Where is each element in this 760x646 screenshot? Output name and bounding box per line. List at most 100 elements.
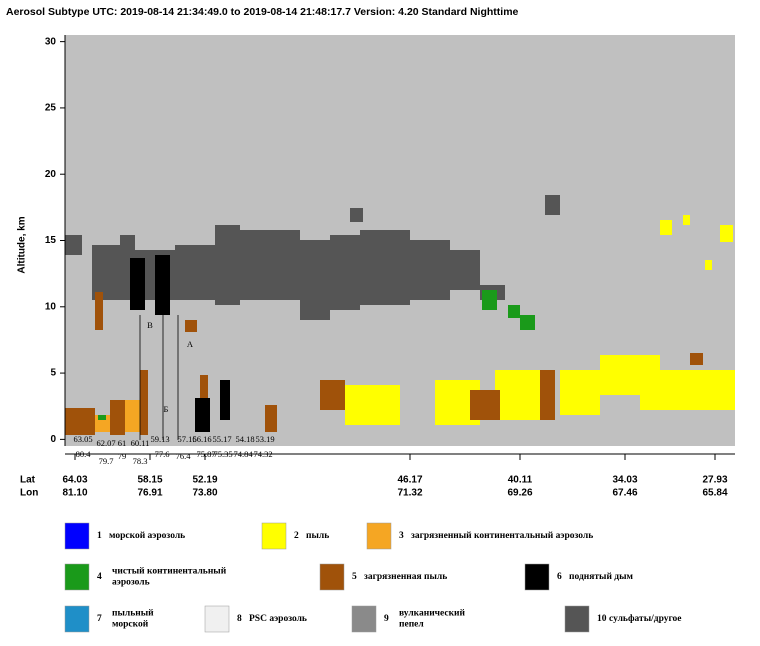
lon-label: 81.10	[62, 488, 87, 499]
legend-swatch	[320, 564, 344, 590]
legend-swatch	[367, 523, 391, 549]
lon-label: 65.84	[702, 488, 727, 499]
aerosol-layer	[300, 240, 330, 320]
aerosol-layer	[520, 315, 535, 330]
chart: Aerosol Subtype UTC: 2019-08-14 21:34:49…	[0, 0, 760, 641]
legend-swatch	[262, 523, 286, 549]
y-axis-label: Altitude, km	[17, 216, 28, 273]
aerosol-layer	[508, 305, 520, 318]
aerosol-layer	[92, 245, 120, 300]
annotation: 62.07	[96, 438, 115, 448]
header-title: Aerosol Subtype UTC: 2019-08-14 21:34:49…	[6, 6, 519, 18]
lat-label: 40.11	[508, 475, 533, 486]
legend-label: загрязненный континентальный аэрозоль	[411, 530, 593, 541]
aerosol-layer	[320, 380, 345, 410]
annotation: 63.05	[73, 434, 92, 444]
x-row-label: Lon	[20, 488, 38, 499]
legend-label: PSC аэрозоль	[249, 614, 307, 624]
legend-label: морской аэрозоль	[109, 530, 185, 541]
annotation: 76.4	[176, 451, 192, 461]
legend-swatch	[65, 564, 89, 590]
annotation: 77.6	[155, 449, 170, 459]
aerosol-layer	[350, 208, 363, 222]
lon-label: 73.80	[192, 488, 217, 499]
y-tick-label: 5	[50, 368, 56, 379]
legend-label: пепел	[399, 620, 424, 630]
legend-number: 3	[399, 531, 404, 541]
annotation: 59.13	[150, 434, 169, 444]
y-tick-label: 30	[45, 36, 57, 47]
lat-label: 52.19	[192, 475, 217, 486]
legend-swatch	[65, 606, 89, 632]
aerosol-layer	[560, 370, 600, 415]
annotation: 79.7	[99, 456, 114, 466]
legend-number: 7	[97, 614, 102, 624]
legend-swatch	[65, 523, 89, 549]
annotation: 80.4	[76, 449, 92, 459]
aerosol-layer	[683, 215, 690, 225]
aerosol-layer	[482, 290, 497, 310]
aerosol-layer	[125, 400, 140, 432]
legend-number: 5	[352, 572, 357, 582]
aerosol-layer	[98, 415, 106, 420]
aerosol-layer	[450, 250, 480, 290]
y-tick-label: 20	[45, 169, 57, 180]
lon-label: 69.26	[507, 488, 532, 499]
legend-number: 2	[294, 531, 299, 541]
legend-label: пыльный	[112, 608, 154, 619]
legend-label: вулканический	[399, 608, 466, 619]
legend-label: поднятый дым	[569, 571, 634, 582]
aerosol-layer	[330, 235, 360, 310]
annotation: 53.19	[255, 434, 274, 444]
annotation: 79	[118, 451, 127, 461]
legend-label: морской	[112, 619, 149, 630]
annotation: 74.84	[233, 449, 253, 459]
aerosol-layer	[360, 230, 410, 305]
y-tick-label: 10	[45, 301, 57, 312]
lat-label: 27.93	[702, 475, 727, 486]
legend-swatch	[352, 606, 376, 632]
legend-swatch	[525, 564, 549, 590]
aerosol-layer	[705, 260, 712, 270]
y-tick-label: 0	[50, 434, 56, 445]
aerosol-layer	[155, 255, 170, 315]
aerosol-layer	[265, 405, 277, 432]
annotation: В	[147, 320, 153, 330]
lon-label: 71.32	[397, 488, 422, 499]
y-tick-label: 25	[45, 103, 57, 114]
legend-swatch	[205, 606, 229, 632]
aerosol-layer	[195, 398, 210, 432]
aerosol-layer	[65, 235, 82, 255]
aerosol-layer	[110, 400, 125, 435]
annotation: 78.3	[133, 456, 148, 466]
annotation: 60.11	[131, 438, 150, 448]
legend-number: 4	[97, 572, 102, 582]
annotation: 61	[118, 438, 127, 448]
legend-label: загрязненная пыль	[364, 572, 447, 582]
aerosol-layer	[640, 370, 735, 410]
aerosol-layer	[140, 370, 148, 435]
annotation: 54.18	[235, 434, 254, 444]
legend-number: 8	[237, 614, 242, 624]
annotation: А	[187, 339, 194, 349]
aerosol-layer	[175, 245, 215, 300]
aerosol-layer	[345, 385, 400, 425]
aerosol-layer	[130, 258, 145, 310]
annotation: Б	[164, 404, 169, 414]
aerosol-layer	[540, 370, 555, 420]
legend-label: аэрозоль	[112, 578, 150, 588]
x-row-label: Lat	[20, 475, 36, 486]
aerosol-layer	[65, 408, 95, 435]
lat-label: 64.03	[62, 475, 87, 486]
aerosol-layer	[410, 240, 450, 300]
lon-label: 76.91	[137, 488, 162, 499]
aerosol-layer	[470, 390, 500, 420]
y-tick-label: 15	[45, 235, 57, 246]
lat-label: 58.15	[137, 475, 162, 486]
lat-label: 46.17	[397, 475, 422, 486]
legend-number: 1	[97, 531, 102, 541]
aerosol-layer	[720, 225, 733, 242]
aerosol-layer	[215, 225, 240, 305]
legend-label: чистый континентальный	[112, 566, 227, 577]
aerosol-layer	[240, 230, 300, 300]
